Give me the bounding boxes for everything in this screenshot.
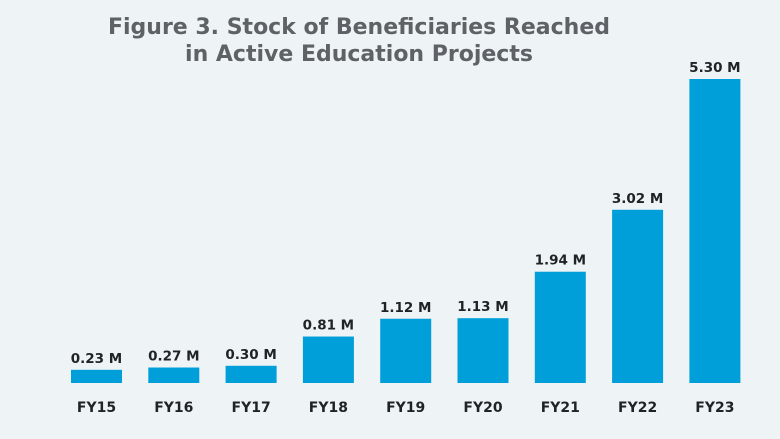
- bar-fy18: [302, 336, 354, 383]
- bar-fy17: [225, 365, 277, 383]
- chart-title: Figure 3. Stock of Beneficiaries Reached…: [0, 14, 718, 68]
- bar-fy21: [534, 271, 586, 383]
- bar-fy22: [612, 209, 664, 383]
- chart-title-line-2: in Active Education Projects: [185, 42, 533, 67]
- x-tick-label: FY15: [77, 400, 116, 416]
- data-label: 1.13 M: [457, 299, 508, 315]
- data-label: 3.02 M: [612, 191, 663, 207]
- bar-fy16: [148, 367, 200, 383]
- data-label: 5.30 M: [689, 60, 740, 76]
- x-tick-label: FY18: [309, 400, 348, 416]
- x-tick-label: FY22: [618, 400, 657, 416]
- x-tick-label: FY20: [463, 400, 502, 416]
- x-tick-label: FY19: [386, 400, 425, 416]
- bar-fy23: [689, 79, 741, 383]
- x-tick-label: FY16: [154, 400, 193, 416]
- data-label: 0.23 M: [71, 351, 122, 367]
- x-tick-label: FY21: [541, 400, 580, 416]
- data-label: 0.27 M: [148, 349, 199, 365]
- bar-fy20: [457, 318, 509, 383]
- bar-fy19: [380, 318, 432, 383]
- chart-title-line-1: Figure 3. Stock of Beneficiaries Reached: [107, 15, 611, 40]
- x-tick-label: FY23: [695, 400, 734, 416]
- x-tick-label: FY17: [232, 400, 271, 416]
- data-label: 1.94 M: [535, 253, 586, 269]
- data-label: 0.81 M: [303, 318, 354, 334]
- data-label: 0.30 M: [225, 347, 276, 363]
- bar-fy15: [71, 369, 122, 383]
- data-label: 1.12 M: [380, 300, 431, 316]
